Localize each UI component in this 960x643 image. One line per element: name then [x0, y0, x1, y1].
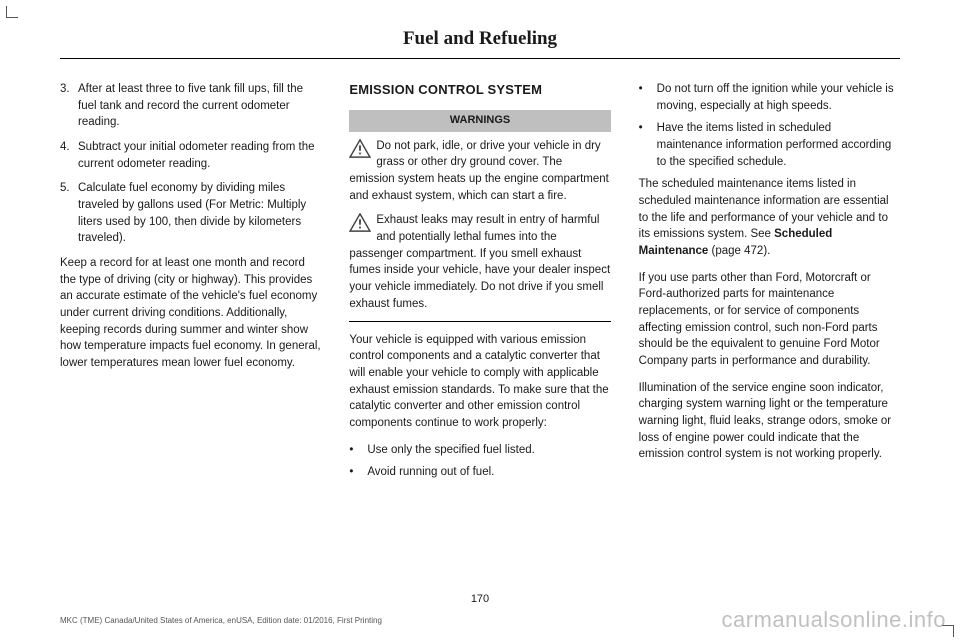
page-title: Fuel and Refueling: [60, 28, 900, 59]
bullet: •: [639, 81, 657, 114]
bullet: •: [349, 442, 367, 459]
warning-separator: [349, 321, 610, 322]
list-number: 3.: [60, 81, 78, 131]
paragraph: If you use parts other than Ford, Motorc…: [639, 270, 900, 370]
warning-text: Do not park, idle, or drive your vehicle…: [349, 140, 609, 202]
list-item: • Use only the specified fuel listed.: [349, 442, 610, 459]
paragraph: Keep a record for at least one month and…: [60, 255, 321, 372]
paragraph: The scheduled maintenance items listed i…: [639, 176, 900, 259]
warnings-header: WARNINGS: [349, 110, 610, 132]
list-number: 4.: [60, 139, 78, 172]
paragraph: Illumination of the service engine soon …: [639, 380, 900, 463]
list-item: 3. After at least three to five tank fil…: [60, 81, 321, 131]
list-item: 5. Calculate fuel economy by dividing mi…: [60, 180, 321, 247]
column-3: • Do not turn off the ignition while you…: [639, 81, 900, 487]
paragraph: Your vehicle is equipped with various em…: [349, 332, 610, 432]
warning-block: Do not park, idle, or drive your vehicle…: [349, 138, 610, 205]
paragraph-text: (page 472).: [708, 245, 770, 257]
list-item: • Do not turn off the ignition while you…: [639, 81, 900, 114]
column-1: 3. After at least three to five tank fil…: [60, 81, 321, 487]
list-text: Avoid running out of fuel.: [367, 464, 494, 481]
content-columns: 3. After at least three to five tank fil…: [60, 81, 900, 487]
list-text: Do not turn off the ignition while your …: [657, 81, 900, 114]
list-text: Use only the specified fuel listed.: [367, 442, 534, 459]
bullet: •: [639, 120, 657, 170]
list-text: After at least three to five tank fill u…: [78, 81, 321, 131]
bullet: •: [349, 464, 367, 481]
list-item: • Have the items listed in scheduled mai…: [639, 120, 900, 170]
edition-info: MKC (TME) Canada/United States of Americ…: [60, 616, 382, 625]
list-text: Subtract your initial odometer reading f…: [78, 139, 321, 172]
manual-page: Fuel and Refueling 3. After at least thr…: [0, 0, 960, 643]
watermark: carmanualsonline.info: [721, 607, 946, 633]
list-number: 5.: [60, 180, 78, 247]
warning-icon: [349, 139, 371, 158]
warning-text: Exhaust leaks may result in entry of har…: [349, 214, 610, 309]
list-text: Calculate fuel economy by dividing miles…: [78, 180, 321, 247]
paragraph-text: The scheduled maintenance items listed i…: [639, 178, 889, 240]
crop-mark-top-left: [6, 6, 18, 18]
list-text: Have the items listed in scheduled maint…: [657, 120, 900, 170]
list-item: • Avoid running out of fuel.: [349, 464, 610, 481]
page-number: 170: [0, 593, 960, 605]
list-item: 4. Subtract your initial odometer readin…: [60, 139, 321, 172]
column-2: EMISSION CONTROL SYSTEM WARNINGS Do not …: [349, 81, 610, 487]
warning-block: Exhaust leaks may result in entry of har…: [349, 212, 610, 312]
warning-icon: [349, 213, 371, 232]
section-heading: EMISSION CONTROL SYSTEM: [349, 81, 610, 100]
